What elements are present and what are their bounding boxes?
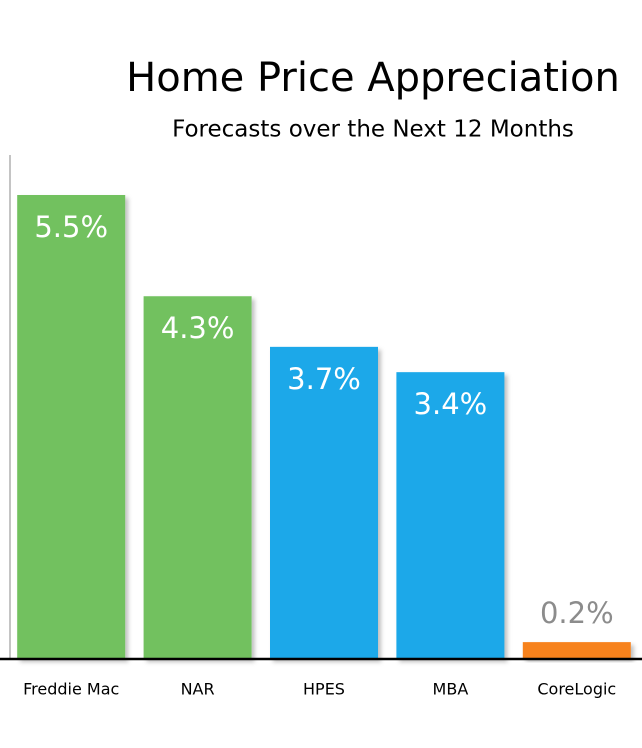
value-label: 4.3% — [161, 311, 235, 345]
x-tick-label: CoreLogic — [537, 680, 616, 699]
bar — [270, 346, 378, 659]
bar — [396, 372, 505, 659]
value-label: 0.2% — [540, 596, 614, 630]
chart-subtitle: Forecasts over the Next 12 Months — [172, 117, 574, 143]
x-tick-label: HPES — [303, 680, 345, 699]
value-label: 3.4% — [414, 387, 488, 421]
bar — [143, 296, 252, 659]
bar — [522, 642, 631, 659]
chart-title: Home Price Appreciation — [126, 55, 620, 101]
value-label: 3.7% — [287, 362, 361, 396]
x-tick-label: Freddie Mac — [23, 680, 119, 699]
value-label: 5.5% — [34, 210, 108, 244]
x-tick-label: NAR — [181, 680, 215, 699]
bar — [17, 195, 126, 659]
x-tick-label: MBA — [433, 680, 469, 699]
